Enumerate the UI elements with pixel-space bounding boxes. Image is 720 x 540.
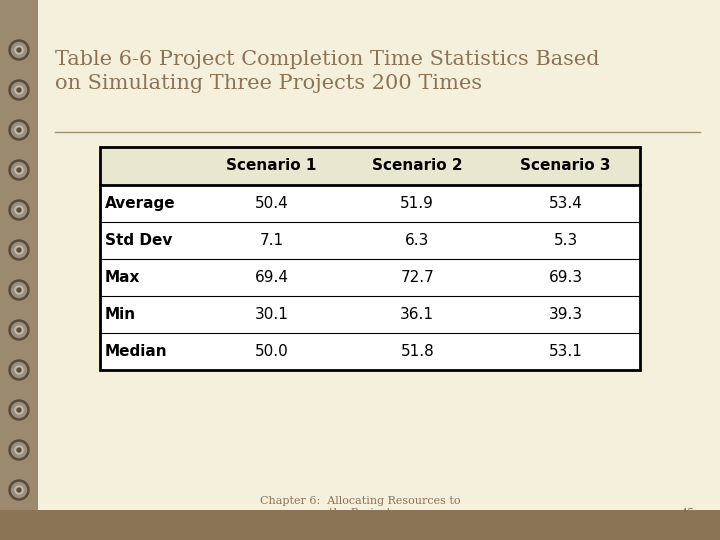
Text: 5.3: 5.3 — [554, 233, 578, 248]
Text: 69.4: 69.4 — [254, 270, 289, 285]
Text: 51.9: 51.9 — [400, 196, 434, 211]
Circle shape — [17, 208, 21, 212]
Circle shape — [17, 48, 21, 52]
Text: 6.3: 6.3 — [405, 233, 429, 248]
Bar — [0, 0, 38, 510]
Text: Average: Average — [105, 196, 176, 211]
Circle shape — [9, 160, 29, 180]
Circle shape — [9, 40, 29, 60]
Circle shape — [12, 43, 27, 57]
Circle shape — [15, 486, 23, 494]
Text: Scenario 3: Scenario 3 — [521, 159, 611, 173]
Text: 36.1: 36.1 — [400, 307, 434, 322]
Circle shape — [12, 282, 27, 298]
Circle shape — [15, 366, 23, 374]
Circle shape — [17, 248, 21, 252]
Text: Min: Min — [105, 307, 136, 322]
Circle shape — [12, 483, 27, 497]
Circle shape — [9, 480, 29, 500]
Circle shape — [9, 320, 29, 340]
Circle shape — [12, 442, 27, 457]
Circle shape — [15, 326, 23, 334]
Circle shape — [17, 368, 21, 372]
Circle shape — [12, 242, 27, 258]
Circle shape — [15, 286, 23, 294]
Circle shape — [12, 202, 27, 218]
Circle shape — [17, 88, 21, 92]
Bar — [100, 147, 640, 370]
Circle shape — [9, 400, 29, 420]
Circle shape — [17, 128, 21, 132]
Circle shape — [15, 86, 23, 94]
Bar — [0, 510, 720, 540]
Text: 72.7: 72.7 — [400, 270, 434, 285]
Text: 53.1: 53.1 — [549, 344, 582, 359]
Circle shape — [9, 120, 29, 140]
Text: 7.1: 7.1 — [259, 233, 284, 248]
Text: Max: Max — [105, 270, 140, 285]
Circle shape — [15, 126, 23, 134]
Circle shape — [15, 246, 23, 254]
Circle shape — [17, 168, 21, 172]
Text: Std Dev: Std Dev — [105, 233, 172, 248]
Circle shape — [9, 440, 29, 460]
Circle shape — [15, 406, 23, 414]
Circle shape — [9, 200, 29, 220]
Circle shape — [12, 322, 27, 338]
Circle shape — [17, 488, 21, 492]
Text: Table 6-6 Project Completion Time Statistics Based
on Simulating Three Projects : Table 6-6 Project Completion Time Statis… — [55, 50, 600, 93]
Text: 45: 45 — [680, 508, 695, 518]
Circle shape — [12, 83, 27, 98]
Circle shape — [9, 80, 29, 100]
Text: 53.4: 53.4 — [549, 196, 582, 211]
Text: Scenario 1: Scenario 1 — [226, 159, 317, 173]
Circle shape — [15, 206, 23, 214]
Bar — [100, 147, 640, 370]
Circle shape — [12, 123, 27, 138]
Circle shape — [15, 46, 23, 54]
Circle shape — [12, 362, 27, 377]
Text: 69.3: 69.3 — [549, 270, 582, 285]
Text: 39.3: 39.3 — [549, 307, 582, 322]
Circle shape — [15, 166, 23, 174]
Text: 51.8: 51.8 — [400, 344, 434, 359]
Circle shape — [9, 280, 29, 300]
Text: Median: Median — [105, 344, 168, 359]
Text: 50.0: 50.0 — [255, 344, 288, 359]
Circle shape — [9, 240, 29, 260]
Text: 30.1: 30.1 — [254, 307, 289, 322]
Circle shape — [17, 448, 21, 452]
Circle shape — [17, 288, 21, 292]
Bar — [100, 147, 640, 185]
Circle shape — [12, 163, 27, 178]
Circle shape — [15, 446, 23, 454]
Circle shape — [9, 360, 29, 380]
Text: Scenario 2: Scenario 2 — [372, 159, 462, 173]
Circle shape — [17, 408, 21, 412]
Circle shape — [12, 402, 27, 417]
Text: 50.4: 50.4 — [255, 196, 288, 211]
Text: Chapter 6:  Allocating Resources to
the Project: Chapter 6: Allocating Resources to the P… — [260, 496, 460, 518]
Circle shape — [17, 328, 21, 332]
